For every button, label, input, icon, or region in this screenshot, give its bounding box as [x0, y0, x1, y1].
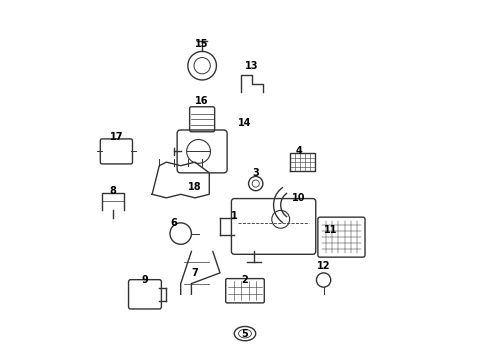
Text: 13: 13	[245, 61, 259, 71]
Text: 1: 1	[231, 211, 238, 221]
Text: 9: 9	[142, 275, 148, 285]
Text: 7: 7	[192, 268, 198, 278]
Text: 12: 12	[317, 261, 330, 271]
Text: 3: 3	[252, 168, 259, 178]
Text: 2: 2	[242, 275, 248, 285]
Text: 8: 8	[109, 186, 116, 196]
Text: 5: 5	[242, 329, 248, 339]
Text: 4: 4	[295, 147, 302, 157]
Text: 15: 15	[196, 39, 209, 49]
Text: 6: 6	[170, 218, 177, 228]
Text: 16: 16	[196, 96, 209, 107]
Text: 17: 17	[110, 132, 123, 142]
Text: 14: 14	[238, 118, 252, 128]
Text: 18: 18	[188, 182, 202, 192]
Text: 11: 11	[324, 225, 338, 235]
Text: 10: 10	[292, 193, 305, 203]
